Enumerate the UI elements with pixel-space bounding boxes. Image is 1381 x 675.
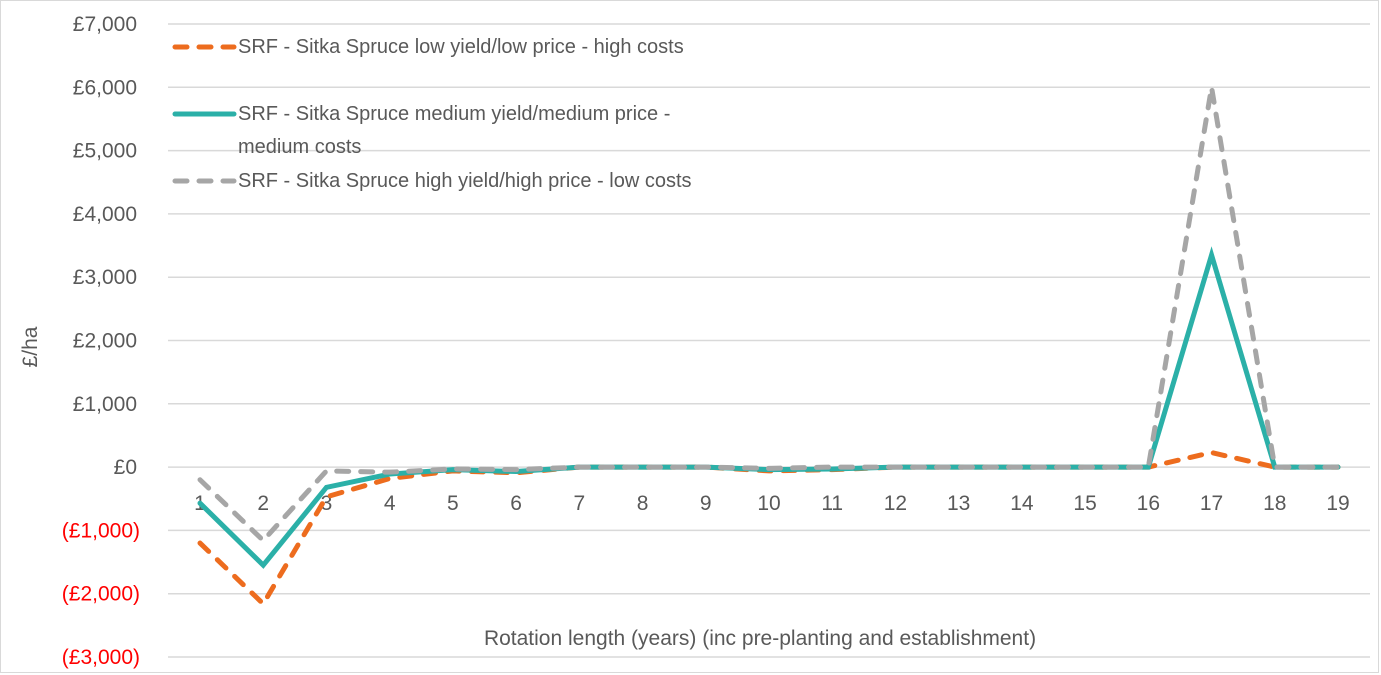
- y-tick-label: £2,000: [73, 330, 137, 353]
- legend-item-2: SRF - Sitka Spruce high yield/high price…: [172, 170, 692, 192]
- legend-item-0: SRF - Sitka Spruce low yield/low price -…: [172, 36, 684, 58]
- x-tick-label: 17: [1200, 492, 1223, 515]
- y-tick-label: (£3,000): [62, 646, 140, 669]
- series-lines: [197, 86, 1341, 608]
- y-axis-title: £/ha: [19, 326, 42, 367]
- x-tick-label: 7: [573, 492, 585, 515]
- y-tick-label: £7,000: [73, 13, 137, 36]
- x-tick-label: 9: [700, 492, 712, 515]
- series-line-1: [197, 246, 1341, 569]
- y-axis-ticks: £7,000 £6,000 £5,000 £4,000 £3,000 £2,000 £1,0…: [62, 13, 140, 669]
- x-tick-label: 19: [1326, 492, 1349, 515]
- legend-label: SRF - Sitka Spruce high yield/high price…: [238, 170, 692, 192]
- x-tick-label: 13: [947, 492, 970, 515]
- x-tick-label: 6: [510, 492, 522, 515]
- x-tick-label: 4: [384, 492, 396, 515]
- y-tick-label: (£2,000): [62, 583, 140, 606]
- gridlines: [168, 23, 1370, 658]
- x-tick-label: 2: [257, 492, 269, 515]
- series-line-0: [197, 449, 1341, 608]
- x-tick-label: 11: [821, 492, 843, 515]
- x-tick-label: 16: [1137, 492, 1160, 515]
- x-tick-label: 8: [637, 492, 649, 515]
- y-tick-label: (£1,000): [62, 519, 140, 542]
- y-tick-label: £6,000: [73, 76, 137, 99]
- y-tick-label: £3,000: [73, 266, 137, 289]
- x-tick-label: 10: [757, 492, 780, 515]
- y-tick-label: £5,000: [73, 140, 137, 163]
- legend-label: SRF - Sitka Spruce low yield/low price -…: [238, 36, 684, 58]
- x-tick-label: 3: [321, 492, 333, 515]
- legend-label: medium costs: [238, 136, 361, 158]
- x-tick-label: 15: [1073, 492, 1096, 515]
- y-tick-label: £1,000: [73, 393, 137, 416]
- x-tick-label: 5: [447, 492, 459, 515]
- legend: SRF - Sitka Spruce low yield/low price -…: [172, 36, 692, 192]
- x-axis-title: Rotation length (years) (inc pre-plantin…: [484, 627, 1036, 650]
- legend-label: SRF - Sitka Spruce medium yield/medium p…: [238, 103, 670, 125]
- y-tick-label: £0: [114, 456, 137, 479]
- x-tick-label: 18: [1263, 492, 1286, 515]
- legend-item-1: SRF - Sitka Spruce medium yield/medium p…: [172, 103, 670, 158]
- x-tick-label: 12: [884, 492, 907, 515]
- x-axis-ticks: 1 2 3 4 5 6 7 8 9 10 11 12 13 14 15 16 17 18 19: [194, 492, 1350, 515]
- y-tick-label: £4,000: [73, 203, 137, 226]
- x-tick-label: 14: [1010, 492, 1034, 515]
